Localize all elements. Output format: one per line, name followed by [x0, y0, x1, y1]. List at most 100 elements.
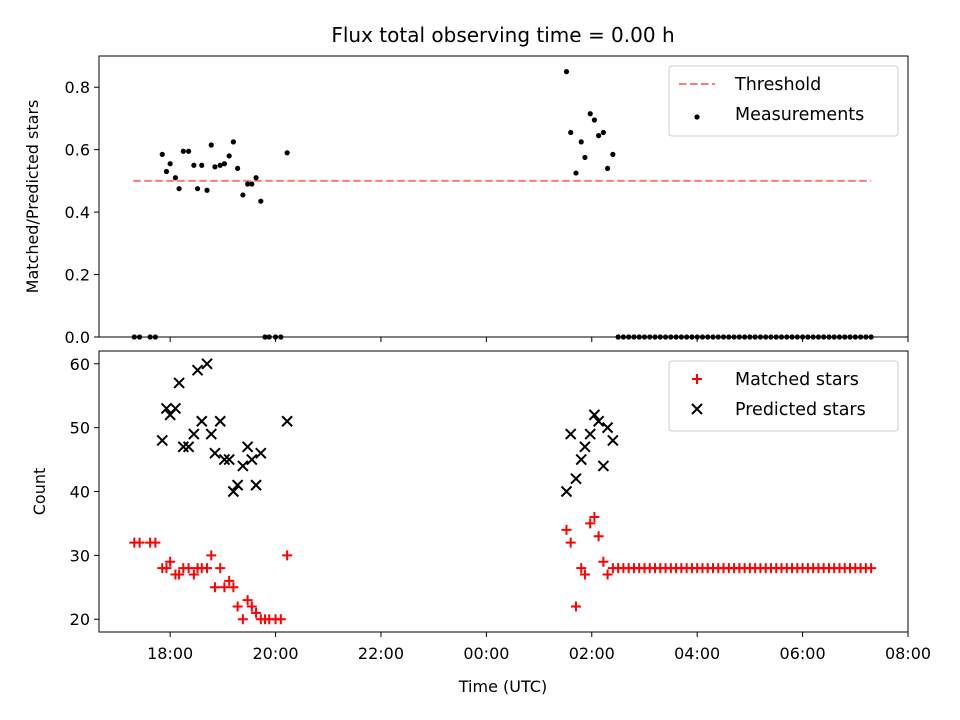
series-predicted-stars — [156, 358, 619, 498]
y-tick-label: 0.2 — [65, 266, 90, 285]
y-tick-label: 0.0 — [65, 328, 90, 347]
legend-swatch — [692, 374, 702, 384]
top-panel: 0.0 0.2 0.4 0.6 0.8 Matched/Predicted stars Th… — [23, 55, 909, 347]
data-point — [199, 162, 205, 168]
y-tick-label: 20 — [70, 610, 90, 629]
x-tick-label: 00:00 — [463, 644, 509, 663]
legend: Threshold Measurements — [668, 65, 899, 137]
data-point — [568, 129, 574, 136]
data-point — [255, 447, 267, 459]
data-point — [183, 563, 194, 574]
x-tick-label: 22:00 — [358, 644, 404, 663]
data-point — [251, 607, 262, 618]
data-point — [180, 148, 186, 154]
data-point — [563, 69, 570, 75]
data-point — [576, 563, 587, 574]
data-point — [272, 334, 279, 340]
data-point — [209, 447, 221, 459]
data-point — [217, 162, 223, 168]
data-point — [593, 531, 604, 542]
legend-label: Matched stars — [735, 370, 859, 390]
data-point — [601, 421, 614, 434]
data-point — [204, 187, 210, 193]
data-point — [209, 582, 220, 593]
data-point — [815, 334, 822, 340]
x-tick-label: 08:00 — [885, 644, 931, 663]
data-point — [258, 198, 264, 204]
legend-label: Threshold — [734, 75, 821, 95]
data-point — [607, 434, 619, 447]
legend-box — [668, 65, 899, 137]
data-point — [752, 334, 758, 340]
data-point — [230, 139, 236, 145]
data-point — [600, 129, 606, 136]
data-point — [584, 428, 596, 440]
data-point — [705, 334, 711, 340]
data-point — [742, 334, 748, 340]
data-point — [156, 434, 168, 447]
data-point — [579, 569, 590, 580]
data-point — [789, 334, 795, 340]
legend-label: Predicted stars — [735, 400, 866, 420]
data-point — [173, 377, 185, 389]
data-point — [778, 334, 785, 340]
data-point — [602, 569, 613, 580]
data-point — [196, 415, 208, 427]
plot-area-frame — [98, 55, 909, 338]
data-point — [784, 334, 790, 340]
chart-title: Flux total observing time = 0.00 h — [331, 23, 674, 47]
data-point — [699, 334, 706, 340]
data-point — [241, 441, 254, 453]
data-point — [194, 186, 201, 192]
data-point — [228, 582, 239, 593]
y-tick-label: 0.6 — [65, 141, 90, 160]
data-point — [794, 334, 800, 340]
data-point — [226, 153, 232, 159]
data-point — [161, 563, 172, 574]
data-point — [561, 524, 572, 535]
y-tick-label: 40 — [70, 483, 90, 502]
x-tick-label: 04:00 — [674, 644, 720, 663]
data-point — [757, 334, 764, 340]
legend-label: Measurements — [735, 105, 864, 125]
data-point — [736, 334, 742, 340]
data-point — [589, 512, 600, 523]
data-point — [150, 537, 161, 548]
data-point — [673, 334, 679, 340]
data-point — [694, 334, 700, 340]
x-tick-label: 18:00 — [147, 644, 193, 663]
data-point — [726, 334, 732, 340]
data-point — [214, 415, 226, 427]
data-point — [266, 334, 272, 340]
data-point — [174, 569, 185, 580]
data-point — [579, 441, 591, 453]
y-axis-title: Count — [30, 468, 49, 516]
data-point — [615, 334, 621, 340]
data-point — [810, 334, 816, 340]
data-point — [592, 415, 605, 427]
data-point — [208, 142, 214, 148]
data-point — [587, 111, 593, 117]
data-point — [182, 441, 195, 453]
data-point — [191, 364, 204, 376]
data-point — [231, 479, 244, 491]
data-point — [245, 181, 251, 187]
data-point — [768, 334, 774, 340]
data-point — [857, 334, 864, 340]
data-point — [863, 334, 869, 340]
data-point — [570, 473, 582, 485]
data-point — [235, 165, 241, 171]
data-point — [147, 334, 153, 340]
data-point — [163, 168, 170, 175]
data-point — [596, 133, 602, 139]
y-tick-label: 30 — [70, 546, 90, 565]
y-axis-title: Matched/Predicted stars — [23, 100, 42, 294]
data-point — [657, 334, 663, 340]
data-point — [201, 358, 213, 370]
data-point — [232, 601, 243, 612]
data-point — [826, 334, 832, 340]
data-point — [689, 334, 695, 340]
data-point — [598, 556, 609, 567]
data-point — [167, 161, 173, 167]
data-point — [564, 428, 577, 440]
